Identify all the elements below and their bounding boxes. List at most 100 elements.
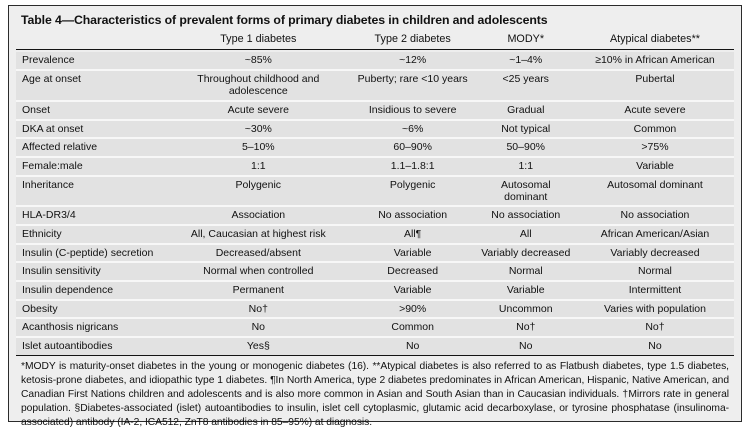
cell-mody: Variably decreased	[481, 246, 571, 259]
row-label: Prevalence	[22, 54, 75, 67]
table-row: HLA-DR3/4 Association No association No …	[16, 207, 734, 225]
cell-atypical: No†	[645, 321, 665, 334]
cell-atypical: Varies with population	[604, 302, 706, 315]
cell-mody: 50–90%	[506, 141, 546, 154]
table-row: Obesity No† >90% Uncommon Varies with po…	[16, 300, 734, 318]
table-row: Islet autoantibodies Yes§ No No No	[16, 338, 734, 355]
table-footnote: *MODY is maturity-onset diabetes in the …	[21, 360, 729, 429]
row-label: Insulin dependence	[22, 284, 114, 297]
table-row: Prevalence ~85% ~12% ~1–4% ≥10% in Afric…	[16, 52, 734, 70]
cell-type1: Polygenic	[235, 178, 282, 191]
column-header-atypical: Atypical diabetes**	[609, 33, 700, 45]
cell-type2: All¶	[404, 228, 422, 241]
cell-mody: Variable	[506, 284, 545, 297]
cell-mody: 1:1	[518, 159, 534, 172]
cell-atypical: Variably decreased	[610, 246, 700, 259]
cell-type2: 60–90%	[393, 141, 432, 154]
cell-type2: ~6%	[402, 122, 424, 135]
cell-mody: ~1–4%	[509, 54, 543, 67]
cell-type2: >90%	[399, 302, 427, 315]
column-header-row: Type 1 diabetes Type 2 diabetes MODY* At…	[16, 32, 734, 51]
cell-mody: No	[519, 340, 533, 353]
cell-type2: Decreased	[387, 265, 439, 278]
cell-type2: Variable	[393, 246, 432, 259]
table-card: Table 4—Characteristics of prevalent for…	[8, 5, 742, 428]
table-row: Age at onset Throughout childhood and ad…	[16, 71, 734, 100]
cell-mody: Uncommon	[498, 302, 553, 315]
row-label: Onset	[22, 103, 51, 116]
table-row: Insulin sensitivity Normal when controll…	[16, 263, 734, 281]
cell-atypical: Intermittent	[628, 284, 682, 297]
cell-type1: Decreased/absent	[215, 246, 301, 259]
column-header-type2: Type 2 diabetes	[374, 33, 451, 45]
column-header-type1: Type 1 diabetes	[220, 33, 297, 45]
cell-mody: Autosomal dominant	[500, 178, 551, 203]
cell-type2: Puberty; rare <10 years	[357, 73, 468, 86]
cell-atypical: ≥10% in African American	[595, 54, 715, 67]
cell-type1: 1:1	[251, 159, 266, 172]
cell-mody: All	[519, 228, 532, 241]
table-row: Insulin (C-peptide) secretion Decreased/…	[16, 244, 734, 262]
row-label: Affected relative	[22, 141, 98, 154]
cell-atypical: African American/Asian	[600, 228, 710, 241]
row-label: Age at onset	[22, 73, 81, 86]
cell-type1: Normal when controlled	[203, 265, 314, 278]
cell-type1: Permanent	[232, 284, 284, 297]
cell-type1: All, Caucasian at highest risk	[190, 228, 326, 241]
row-label: DKA at onset	[22, 122, 84, 135]
table-row: Insulin dependence Permanent Variable Va…	[16, 282, 734, 299]
row-label: Insulin sensitivity	[22, 265, 101, 278]
cell-mody: No association	[491, 209, 561, 222]
cell-mody: Normal	[508, 265, 543, 278]
cell-type1: 5–10%	[241, 141, 275, 154]
cell-type1: ~30%	[244, 122, 272, 135]
cell-type1: Association	[231, 209, 286, 222]
cell-type2: ~12%	[399, 54, 427, 67]
cell-type2: Insidious to severe	[368, 103, 457, 116]
cell-type2: 1.1–1.8:1	[390, 159, 435, 172]
cell-atypical: Normal	[638, 265, 672, 278]
cell-type2: No	[405, 340, 420, 353]
cell-atypical: No association	[620, 209, 690, 222]
row-label: Female:male	[22, 159, 83, 172]
table-caption: Table 4—Characteristics of prevalent for…	[21, 13, 548, 27]
row-label: Obesity	[22, 302, 58, 315]
cell-atypical: Variable	[636, 159, 674, 172]
table-row: Acanthosis nigricans No Common No† No†	[16, 319, 734, 337]
row-label: Islet autoantibodies	[22, 340, 113, 353]
cell-type2: Polygenic	[389, 178, 436, 191]
cell-type1: ~85%	[244, 54, 272, 67]
cell-atypical: Acute severe	[624, 103, 686, 116]
row-label: Ethnicity	[22, 228, 62, 241]
cell-mody: Gradual	[507, 103, 545, 116]
table-row: Ethnicity All, Caucasian at highest risk…	[16, 226, 734, 243]
cell-type1: Acute severe	[227, 103, 289, 116]
cell-type2: Common	[391, 321, 434, 334]
row-label: Acanthosis nigricans	[22, 321, 119, 334]
row-label: Inheritance	[22, 178, 74, 191]
footnote-divider	[16, 354, 734, 356]
table-row: Inheritance Polygenic Polygenic Autosoma…	[16, 176, 734, 206]
cell-type1: No†	[248, 302, 268, 315]
row-label: HLA-DR3/4	[22, 209, 76, 222]
table-row: Female:male 1:1 1.1–1.8:1 1:1 Variable	[16, 157, 734, 175]
cell-atypical: Common	[633, 122, 677, 135]
table-row: Affected relative 5–10% 60–90% 50–90% >7…	[16, 139, 734, 156]
cell-atypical: >75%	[641, 141, 669, 154]
cell-type2: Variable	[393, 284, 432, 297]
column-header-mody: MODY*	[507, 33, 545, 45]
cell-mody: Not typical	[501, 122, 551, 135]
cell-type1: No	[251, 321, 266, 334]
cell-type1: Throughout childhood and adolescence	[197, 73, 320, 98]
table-row: Onset Acute severe Insidious to severe G…	[16, 101, 734, 119]
cell-mody: <25 years	[502, 73, 549, 86]
row-label: Insulin (C-peptide) secretion	[22, 246, 154, 259]
cell-type1: Yes§	[246, 340, 270, 353]
cell-type2: No association	[378, 209, 448, 222]
table-row: DKA at onset ~30% ~6% Not typical Common	[16, 120, 734, 138]
cell-mody: No†	[516, 321, 536, 334]
cell-atypical: No	[648, 340, 662, 353]
cell-atypical: Autosomal dominant	[607, 178, 703, 191]
cell-atypical: Pubertal	[635, 73, 675, 86]
table-body: Prevalence ~85% ~12% ~1–4% ≥10% in Afric…	[16, 52, 734, 355]
